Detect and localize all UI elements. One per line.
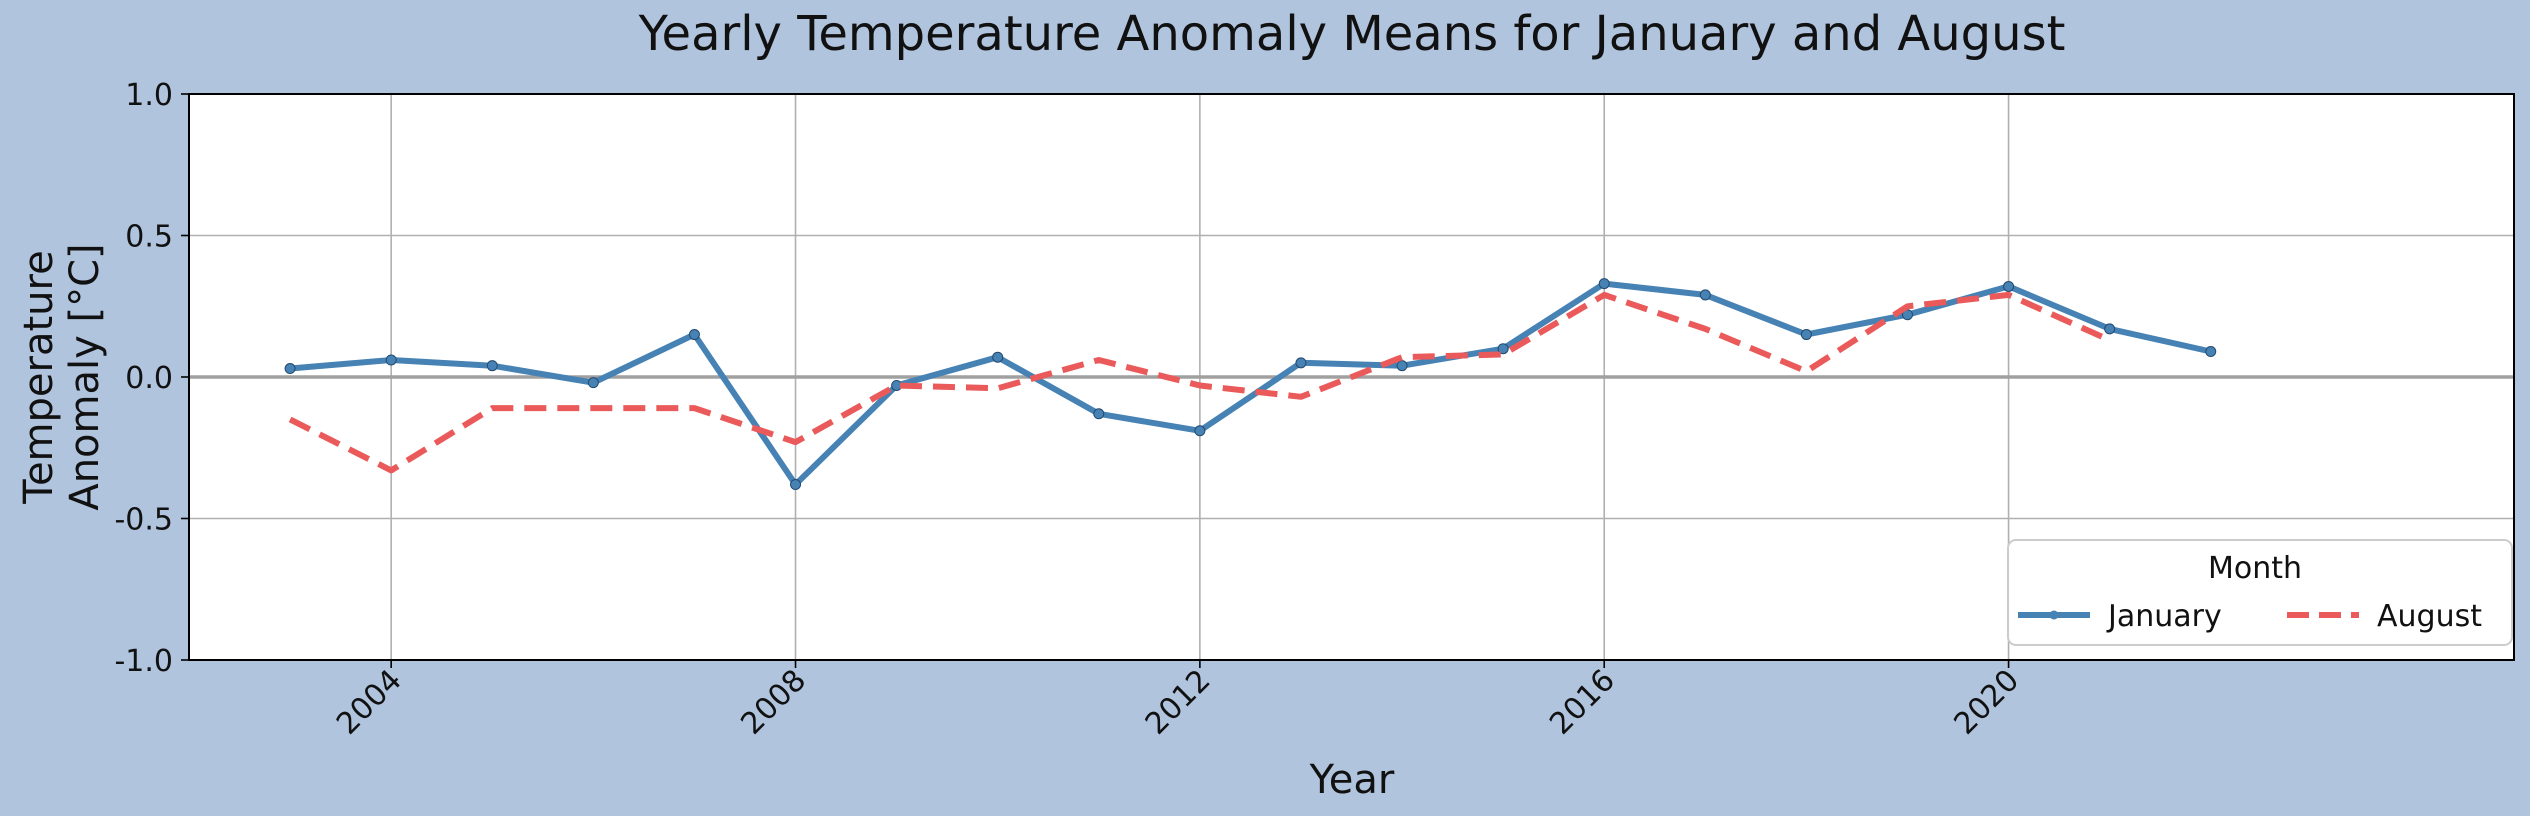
legend-marker-january (2049, 610, 2059, 620)
series-point-january (2003, 280, 2015, 292)
series-point-january (1598, 278, 1610, 290)
legend-title: Month (2208, 551, 2302, 586)
legend-box (2007, 539, 2513, 646)
series-point-january (992, 351, 1004, 363)
series-point-january (790, 479, 802, 491)
series-point-january (587, 377, 599, 389)
plot-frame (188, 93, 2515, 661)
chart-title: Yearly Temperature Anomaly Means for Jan… (638, 6, 2066, 62)
legend-label-january: January (2106, 599, 2222, 634)
y-tick-label: -1.0 (114, 644, 173, 679)
series-line-august (288, 291, 2111, 474)
series-point-january (1295, 357, 1307, 369)
series-point-january (486, 360, 498, 372)
series-point-january (2205, 346, 2217, 358)
series-point-january (1194, 425, 1206, 437)
y-axis-label-line-2: Anomaly [°C] (62, 243, 108, 510)
series-point-january (1093, 408, 1105, 420)
series-line-january (287, 280, 2214, 488)
y-tick-label: 1.0 (125, 78, 173, 113)
legend-label-august: August (2377, 599, 2482, 634)
y-axis-ticks: 1.0 0.5 0.0 -0.5 -1.0 (114, 78, 189, 679)
series-point-january (1497, 343, 1509, 355)
series-point-january (385, 354, 397, 366)
y-tick-label: 0.0 (125, 361, 173, 396)
legend: Month January August (2007, 539, 2513, 646)
series-point-january (688, 329, 700, 341)
x-axis-label: Year (1309, 757, 1395, 803)
y-tick-label: -0.5 (114, 503, 173, 538)
y-axis-label: Temperature Anomaly [°C] (16, 243, 108, 510)
series-point-january (1396, 360, 1408, 372)
y-axis-label-line-1: Temperature (16, 250, 62, 504)
series-point-january (1800, 329, 1812, 341)
series-point-january (284, 363, 296, 375)
series (284, 278, 2217, 491)
y-tick-label: 0.5 (125, 220, 173, 255)
series-point-january (1699, 289, 1711, 301)
series-point-january (2104, 323, 2116, 335)
